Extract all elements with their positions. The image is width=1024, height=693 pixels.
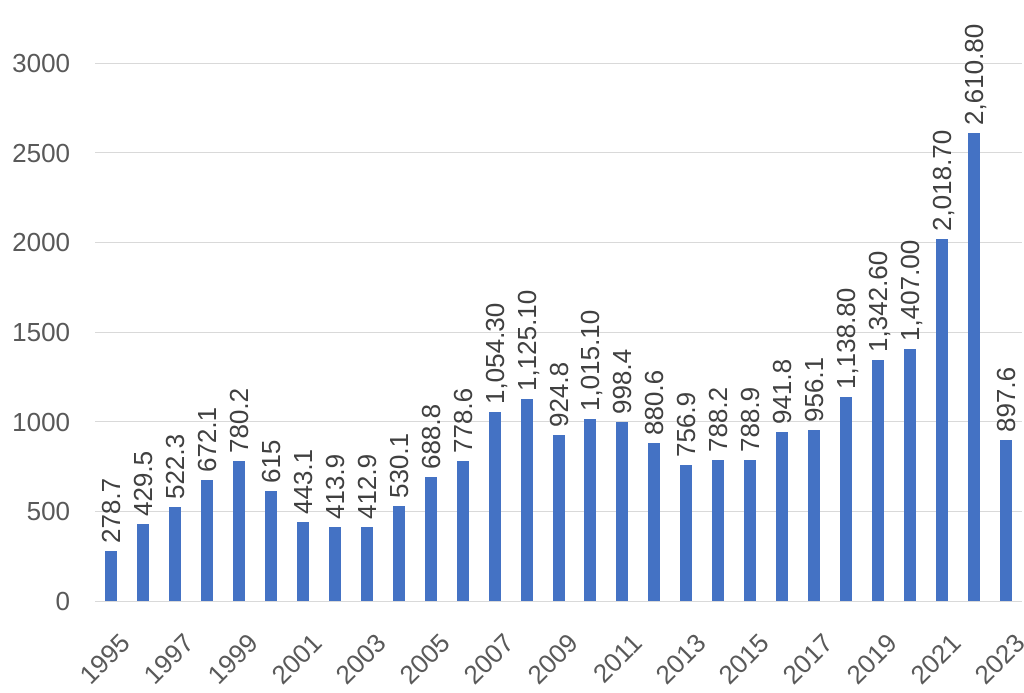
bar-2005 bbox=[424, 477, 437, 601]
gridline bbox=[95, 421, 1022, 423]
data-label-2015: 788.9 bbox=[735, 386, 766, 452]
data-label-2007: 1,054.30 bbox=[479, 302, 510, 404]
data-label-1996: 429.5 bbox=[127, 450, 158, 516]
data-label-2002: 413.9 bbox=[319, 453, 350, 519]
data-label-2023: 897.6 bbox=[991, 366, 1022, 433]
y-axis-tick-label: 0 bbox=[55, 586, 70, 616]
bar-2017 bbox=[808, 429, 821, 601]
bar-2014 bbox=[712, 459, 725, 601]
bar-2012 bbox=[648, 443, 661, 601]
x-axis-tick-label-2021: 2021 bbox=[904, 627, 967, 690]
y-axis-tick-label: 2000 bbox=[12, 227, 70, 258]
x-axis-tick-label-2015: 2015 bbox=[712, 627, 776, 690]
bar-2011 bbox=[616, 421, 629, 601]
bar-1999 bbox=[232, 461, 245, 601]
bar-2010 bbox=[584, 418, 597, 601]
data-label-2012: 880.6 bbox=[639, 370, 670, 436]
bar-2016 bbox=[776, 432, 789, 601]
data-label-2017: 956.1 bbox=[799, 356, 830, 422]
bar-2020 bbox=[904, 348, 917, 601]
data-label-1998: 672.1 bbox=[191, 407, 222, 473]
bar-2023 bbox=[1000, 440, 1013, 601]
data-label-2008: 1,125.10 bbox=[511, 290, 542, 392]
data-label-2019: 1,342.60 bbox=[863, 251, 894, 353]
bar-2022 bbox=[968, 132, 981, 601]
x-axis-tick-label-2011: 2011 bbox=[586, 627, 648, 689]
x-axis-tick-label-2001: 2001 bbox=[265, 627, 328, 690]
data-label-2005: 688.8 bbox=[415, 404, 446, 470]
bar-2001 bbox=[296, 521, 309, 601]
data-label-2020: 1,407.00 bbox=[895, 239, 926, 341]
data-label-2001: 443.1 bbox=[287, 448, 318, 514]
data-label-2006: 778.6 bbox=[447, 388, 478, 454]
y-axis-tick-label: 1000 bbox=[12, 406, 70, 437]
data-label-2014: 788.2 bbox=[703, 386, 734, 452]
y-axis-tick-label: 1500 bbox=[12, 317, 70, 347]
x-axis-tick-label-1995: 1995 bbox=[73, 627, 136, 690]
gridline bbox=[95, 331, 1022, 333]
bar-1995 bbox=[104, 551, 117, 601]
bar-1997 bbox=[168, 507, 181, 601]
data-label-2021: 2,018.70 bbox=[927, 129, 958, 231]
gridline bbox=[95, 152, 1022, 154]
y-axis-tick-label: 500 bbox=[26, 496, 70, 527]
bar-2007 bbox=[488, 411, 501, 601]
data-label-2011: 998.4 bbox=[607, 348, 638, 414]
gridline bbox=[95, 241, 1022, 243]
bar-1996 bbox=[136, 523, 149, 601]
x-axis-tick-label-1997: 1997 bbox=[137, 627, 200, 690]
data-label-2003: 412.9 bbox=[351, 453, 382, 519]
data-label-2004: 530.1 bbox=[383, 432, 414, 498]
data-label-1999: 780.2 bbox=[223, 388, 254, 454]
x-axis-tick-label-2009: 2009 bbox=[521, 627, 584, 690]
gridline bbox=[95, 62, 1022, 64]
x-axis-tick-label-2023: 2023 bbox=[968, 627, 1024, 690]
x-axis-tick-label-2005: 2005 bbox=[393, 627, 456, 690]
data-label-2016: 941.8 bbox=[767, 359, 798, 425]
data-label-1995: 278.7 bbox=[95, 477, 126, 544]
data-label-2022: 2,610.80 bbox=[959, 23, 990, 125]
x-axis-tick-label-2013: 2013 bbox=[649, 627, 712, 690]
y-axis-tick-label: 2500 bbox=[12, 137, 70, 168]
bar-2004 bbox=[392, 505, 405, 601]
bar-2002 bbox=[328, 526, 341, 601]
x-axis-tick-label-1999: 1999 bbox=[201, 627, 264, 690]
bar-2008 bbox=[520, 399, 533, 601]
y-axis-tick-label: 3000 bbox=[12, 48, 70, 78]
x-axis-tick-label-2007: 2007 bbox=[457, 627, 520, 690]
data-label-2009: 924.8 bbox=[543, 362, 574, 428]
x-axis-tick-label-2003: 2003 bbox=[329, 627, 392, 690]
data-label-2010: 1,015.10 bbox=[575, 309, 606, 411]
bar-2009 bbox=[552, 435, 565, 601]
data-label-2018: 1,138.80 bbox=[831, 287, 862, 389]
data-label-2000: 615 bbox=[255, 439, 286, 483]
bar-2003 bbox=[360, 526, 373, 601]
bar-2006 bbox=[456, 461, 469, 601]
data-label-1997: 522.3 bbox=[159, 434, 190, 500]
bar-2015 bbox=[744, 459, 757, 601]
x-axis-tick-label-2019: 2019 bbox=[840, 627, 903, 690]
bar-2018 bbox=[840, 396, 853, 601]
bar-2013 bbox=[680, 465, 693, 601]
bar-2019 bbox=[872, 360, 885, 601]
bar-2000 bbox=[264, 490, 277, 601]
data-label-2013: 756.9 bbox=[671, 392, 702, 458]
gridline bbox=[95, 600, 1022, 602]
bar-1998 bbox=[200, 480, 213, 601]
x-axis-tick-label-2017: 2017 bbox=[776, 627, 840, 690]
bar-2021 bbox=[936, 238, 949, 601]
